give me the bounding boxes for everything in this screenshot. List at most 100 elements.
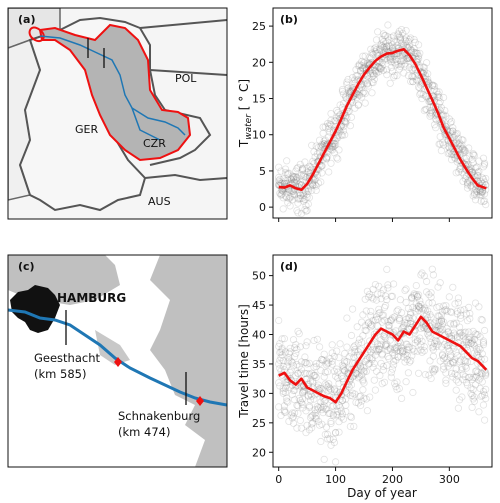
scatter-point — [361, 322, 369, 330]
scatter-point — [369, 72, 377, 80]
scatter-point — [417, 89, 425, 97]
scatter-point — [283, 378, 291, 386]
scatter-point — [303, 164, 311, 172]
scatter-point — [344, 84, 352, 92]
x-tick-label: 300 — [439, 473, 460, 486]
scatter-point — [377, 340, 385, 348]
scatter-point — [435, 100, 443, 108]
scatter-point — [449, 127, 457, 135]
scatter-point — [363, 355, 371, 363]
scatter-point — [318, 406, 326, 414]
scatter-point — [407, 34, 415, 42]
scatter-point — [467, 164, 475, 172]
scatter-point — [454, 299, 462, 307]
scatter-point — [455, 396, 464, 404]
scatter-point — [276, 339, 284, 348]
scatter-point — [304, 168, 312, 176]
scatter-point — [385, 321, 393, 329]
scatter-point — [308, 369, 316, 377]
scatter-point — [385, 321, 393, 329]
scatter-point — [318, 420, 326, 428]
scatter-point — [352, 369, 360, 377]
scatter-point — [405, 64, 414, 72]
scatter-point — [360, 71, 368, 79]
scatter-point — [394, 306, 402, 314]
scatter-point — [329, 143, 337, 151]
scatter-point — [402, 340, 410, 348]
scatter-point — [468, 375, 476, 384]
chart-b-water-temperature: 0 5 10 15 20 25 (b) Twater [ ° C] — [237, 7, 493, 222]
scatter-point — [338, 396, 346, 405]
scatter-point — [329, 410, 337, 418]
scatter-point — [355, 91, 364, 99]
scatter-point — [411, 307, 419, 315]
scatter-point — [469, 327, 477, 335]
scatter-point — [384, 281, 392, 289]
scatter-point — [372, 345, 381, 354]
scatter-point — [328, 357, 336, 365]
scatter-point — [418, 95, 426, 103]
scatter-point — [414, 306, 423, 314]
scatter-point — [371, 280, 379, 289]
scatter-point — [319, 142, 327, 150]
scatter-point — [480, 391, 489, 399]
scatter-point — [368, 354, 376, 362]
scatter-point — [435, 326, 443, 334]
scatter-point — [362, 356, 370, 364]
scatter-point — [411, 72, 419, 80]
scatter-point — [342, 94, 350, 102]
scatter-point — [467, 389, 475, 398]
scatter-point — [393, 57, 401, 66]
scatter-point — [330, 385, 338, 393]
scatter-point — [469, 340, 477, 348]
map-a-elbe-catchment — [38, 23, 192, 162]
scatter-point — [465, 161, 473, 169]
scatter-point — [285, 194, 293, 203]
scatter-point — [396, 35, 404, 43]
scatter-point — [453, 129, 461, 138]
scatter-point — [402, 285, 410, 293]
scatter-point — [281, 169, 290, 177]
scatter-point — [424, 307, 432, 315]
scatter-point — [296, 381, 304, 389]
scatter-point — [366, 359, 374, 368]
scatter-point — [356, 66, 365, 75]
scatter-point — [416, 334, 424, 342]
scatter-point — [301, 205, 309, 214]
scatter-point — [325, 383, 333, 391]
scatter-point — [438, 325, 447, 334]
scatter-point — [452, 319, 460, 327]
scatter-point — [422, 288, 431, 296]
scatter-point — [303, 369, 311, 378]
scatter-point — [427, 338, 435, 347]
scatter-point — [482, 174, 490, 183]
scatter-point — [278, 335, 286, 343]
scatter-point — [275, 181, 283, 189]
scatter-point — [394, 60, 402, 69]
scatter-point — [303, 360, 311, 368]
scatter-point — [286, 384, 294, 392]
scatter-point — [455, 165, 464, 173]
scatter-point — [470, 397, 478, 405]
scatter-point — [377, 64, 385, 72]
y-tick-label: 0 — [259, 201, 266, 214]
scatter-point — [277, 353, 285, 362]
scatter-point — [367, 348, 375, 356]
scatter-point — [413, 49, 422, 58]
scatter-point — [300, 172, 308, 180]
scatter-point — [383, 342, 391, 350]
scatter-point — [392, 61, 400, 69]
scatter-point — [301, 369, 309, 377]
scatter-point — [305, 162, 313, 170]
scatter-point — [420, 347, 428, 355]
scatter-point — [366, 354, 374, 362]
scatter-point — [308, 424, 316, 432]
scatter-point — [470, 349, 478, 357]
scatter-point — [294, 209, 302, 217]
scatter-point — [275, 173, 283, 182]
scatter-point — [394, 342, 402, 350]
panel-d-label: (d) — [280, 260, 298, 273]
scatter-point — [408, 73, 416, 81]
scatter-point — [325, 122, 333, 130]
scatter-point — [444, 362, 452, 370]
